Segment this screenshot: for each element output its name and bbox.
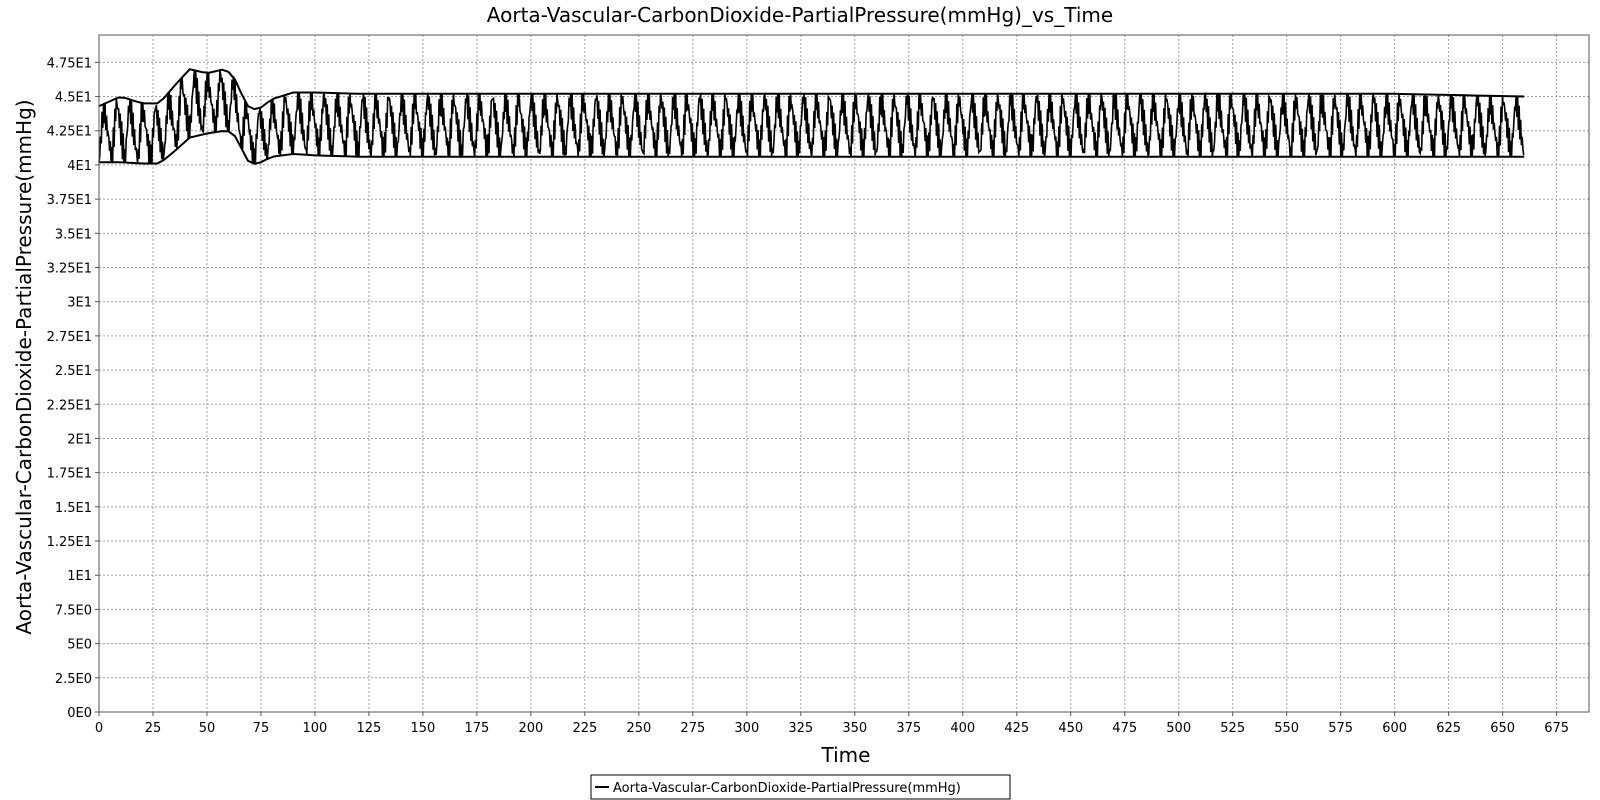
- x-tick-label: 150: [410, 721, 435, 736]
- y-tick-label: 3E1: [67, 296, 92, 311]
- series-line: [98, 70, 1525, 165]
- y-tick-label: 2.5E0: [55, 672, 92, 687]
- y-tick-label: 0E0: [67, 706, 92, 721]
- x-tick-label: 625: [1436, 721, 1461, 736]
- y-tick-label: 1.75E1: [47, 467, 92, 482]
- x-tick-label: 100: [303, 721, 328, 736]
- x-tick-label: 375: [896, 721, 921, 736]
- x-tick-label: 25: [145, 721, 162, 736]
- x-axis-ticks: 0 25 50 75 100 125 150 175 200 225 250 275 300 325 350…: [95, 712, 1569, 736]
- x-tick-label: 500: [1166, 721, 1191, 736]
- x-tick-label: 650: [1490, 721, 1515, 736]
- y-tick-label: 4.25E1: [47, 125, 92, 140]
- plot-frame: [98, 34, 1590, 713]
- grid: [99, 35, 1589, 712]
- x-tick-label: 450: [1058, 721, 1083, 736]
- y-axis-title: Aorta-Vascular-CarbonDioxide-PartialPres…: [12, 99, 36, 634]
- y-tick-label: 2E1: [67, 432, 92, 447]
- series-layer: [98, 68, 1525, 165]
- x-tick-label: 250: [626, 721, 651, 736]
- x-tick-label: 300: [734, 721, 759, 736]
- y-tick-label: 4E1: [67, 159, 92, 174]
- x-tick-label: 600: [1382, 721, 1407, 736]
- y-tick-label: 1E1: [67, 569, 92, 584]
- x-tick-label: 125: [357, 721, 382, 736]
- x-tick-label: 425: [1004, 721, 1029, 736]
- x-tick-label: 525: [1220, 721, 1245, 736]
- y-tick-label: 2.75E1: [47, 330, 92, 345]
- x-axis-title: Time: [821, 743, 871, 767]
- y-tick-label: 1.5E1: [55, 501, 92, 516]
- x-tick-label: 175: [464, 721, 489, 736]
- x-tick-label: 400: [950, 721, 975, 736]
- y-tick-label: 3.25E1: [47, 262, 92, 277]
- x-tick-label: 275: [680, 721, 705, 736]
- legend-label: Aorta-Vascular-CarbonDioxide-PartialPres…: [613, 781, 961, 796]
- chart-title: Aorta-Vascular-CarbonDioxide-PartialPres…: [487, 3, 1113, 27]
- y-tick-label: 4.5E1: [55, 91, 92, 106]
- y-tick-label: 3.75E1: [47, 193, 92, 208]
- legend: Aorta-Vascular-CarbonDioxide-PartialPres…: [590, 774, 1011, 800]
- x-tick-label: 575: [1328, 721, 1353, 736]
- y-tick-label: 3.5E1: [55, 227, 92, 242]
- x-tick-label: 225: [572, 721, 597, 736]
- x-tick-label: 475: [1112, 721, 1137, 736]
- y-tick-label: 7.5E0: [55, 603, 92, 618]
- y-axis-ticks: 0E0 2.5E0 5E0 7.5E0 1E1 1.25E1 1.5E1 1.75E1 2E1 2…: [47, 56, 99, 721]
- x-tick-label: 50: [199, 721, 216, 736]
- x-tick-label: 675: [1544, 721, 1569, 736]
- y-tick-label: 2.5E1: [55, 364, 92, 379]
- x-tick-label: 75: [253, 721, 270, 736]
- y-tick-label: 1.25E1: [47, 535, 92, 550]
- x-tick-label: 325: [788, 721, 813, 736]
- x-tick-label: 550: [1274, 721, 1299, 736]
- y-tick-label: 5E0: [67, 638, 92, 653]
- y-tick-label: 2.25E1: [47, 398, 92, 413]
- series-lower-envelope: [99, 130, 1525, 165]
- series-upper-envelope: [98, 68, 1525, 111]
- y-tick-label: 4.75E1: [47, 56, 92, 71]
- x-tick-label: 350: [842, 721, 867, 736]
- legend-box: [590, 774, 1011, 800]
- x-tick-label: 200: [518, 721, 543, 736]
- x-tick-label: 0: [95, 721, 103, 736]
